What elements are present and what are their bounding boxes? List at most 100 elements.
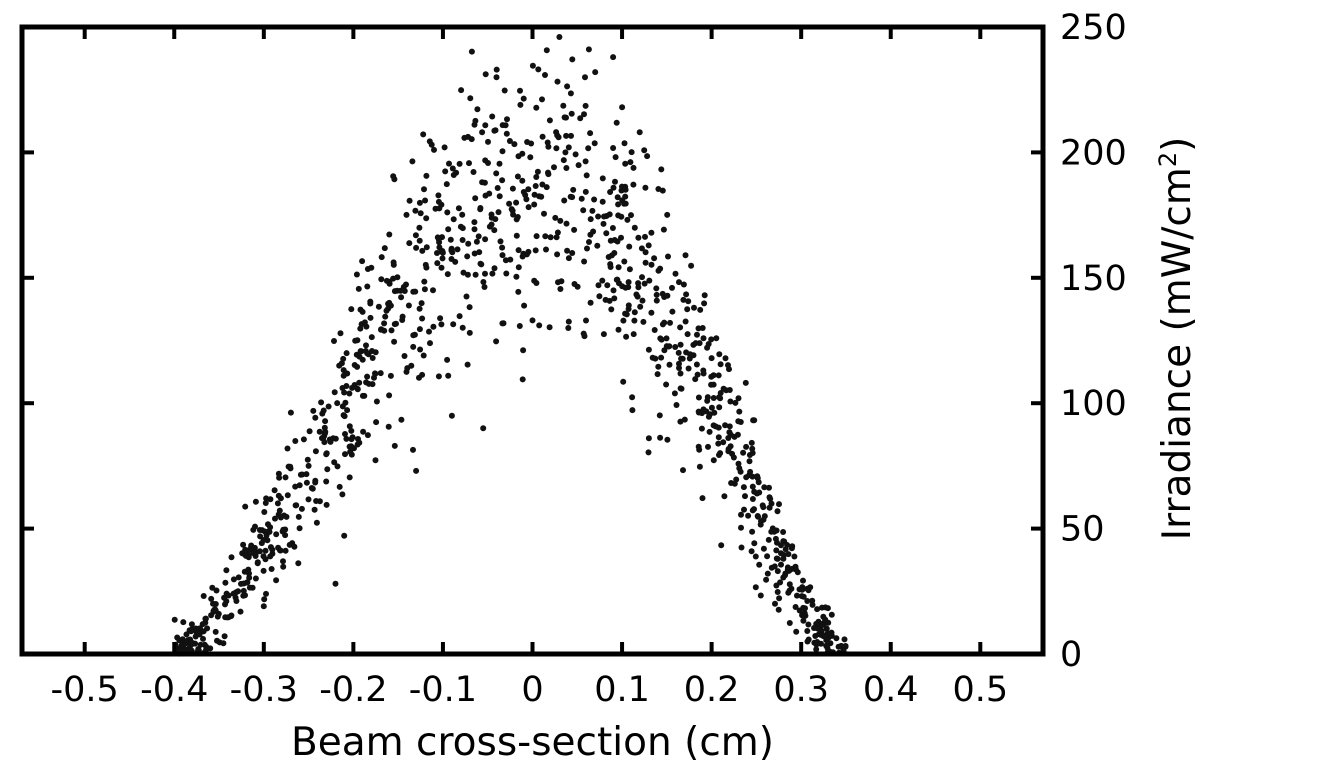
data-point: [513, 199, 520, 206]
data-point: [760, 545, 767, 552]
data-point: [471, 121, 478, 128]
data-point: [477, 205, 484, 211]
data-point: [563, 165, 570, 171]
data-point: [678, 355, 685, 362]
data-point: [416, 374, 422, 381]
data-point: [416, 237, 423, 244]
data-point: [609, 225, 616, 231]
data-point: [535, 66, 542, 73]
data-point: [710, 457, 717, 464]
data-point: [286, 541, 293, 548]
data-point: [704, 344, 711, 351]
data-point: [240, 541, 247, 548]
data-point: [202, 615, 209, 622]
data-point: [666, 361, 673, 368]
data-point: [313, 519, 320, 526]
data-point: [242, 552, 249, 559]
data-point: [570, 186, 577, 193]
data-point: [470, 169, 477, 175]
data-point: [391, 176, 398, 183]
data-point: [607, 237, 614, 244]
y-axis-label-superscript: 2: [1154, 152, 1182, 167]
data-point: [354, 386, 361, 393]
data-point: [482, 122, 489, 129]
data-point: [332, 580, 339, 587]
data-point: [751, 540, 758, 547]
data-point: [320, 407, 327, 414]
data-point: [659, 290, 666, 297]
data-point: [663, 343, 670, 350]
data-point: [435, 236, 442, 243]
data-point: [575, 162, 582, 169]
data-point: [531, 191, 538, 198]
y-axis-ticks: 0 50 100 150 200 250: [22, 8, 1127, 675]
data-point: [422, 197, 429, 204]
data-point: [595, 213, 602, 220]
data-point: [443, 181, 450, 188]
data-point: [776, 501, 782, 508]
data-point: [276, 474, 283, 481]
data-point: [378, 276, 385, 283]
data-point: [565, 255, 572, 262]
data-point: [342, 431, 348, 437]
data-point: [774, 508, 781, 515]
data-point: [381, 320, 388, 327]
data-point: [727, 431, 734, 438]
data-point: [785, 589, 792, 596]
data-point: [450, 321, 457, 328]
data-point: [419, 315, 426, 322]
data-point: [667, 319, 673, 326]
data-point: [614, 194, 621, 201]
data-point: [740, 449, 747, 456]
data-point: [533, 233, 540, 240]
data-point: [212, 607, 219, 614]
data-point: [676, 365, 682, 371]
data-point: [342, 451, 348, 458]
data-point: [322, 418, 329, 425]
data-point: [711, 409, 718, 416]
data-point: [804, 628, 811, 634]
data-point: [439, 255, 446, 262]
data-point: [183, 631, 190, 638]
plot-frame: [19, 24, 1046, 657]
data-point: [509, 185, 516, 192]
data-point: [614, 276, 621, 283]
data-point: [542, 233, 549, 240]
data-point: [700, 335, 707, 342]
data-point: [410, 446, 416, 453]
data-point: [435, 373, 442, 380]
data-point: [577, 115, 584, 122]
data-point: [651, 327, 658, 333]
data-point: [305, 496, 312, 503]
data-point: [460, 269, 467, 276]
data-point: [222, 579, 229, 586]
x-tick-label: -0.4: [140, 670, 208, 710]
data-point: [348, 306, 355, 313]
data-point: [653, 297, 660, 304]
data-point: [621, 258, 628, 265]
data-point: [612, 154, 619, 161]
data-point: [813, 620, 820, 627]
data-point: [705, 443, 711, 450]
data-point: [822, 604, 829, 611]
data-point: [587, 130, 594, 137]
data-point: [599, 277, 606, 284]
data-point: [311, 506, 318, 513]
data-point: [625, 302, 632, 309]
data-point: [809, 597, 816, 604]
data-point: [403, 281, 409, 288]
data-point: [778, 561, 784, 568]
data-point: [749, 483, 756, 490]
data-point: [323, 478, 330, 485]
data-point: [481, 179, 488, 186]
data-point: [420, 131, 427, 138]
data-point: [339, 385, 346, 391]
data-point: [439, 249, 446, 256]
data-point: [515, 264, 522, 271]
data-point: [663, 335, 670, 342]
data-point: [271, 487, 278, 494]
data-point: [515, 153, 522, 160]
data-point: [754, 475, 761, 482]
data-point: [444, 209, 451, 216]
data-point: [622, 284, 629, 291]
